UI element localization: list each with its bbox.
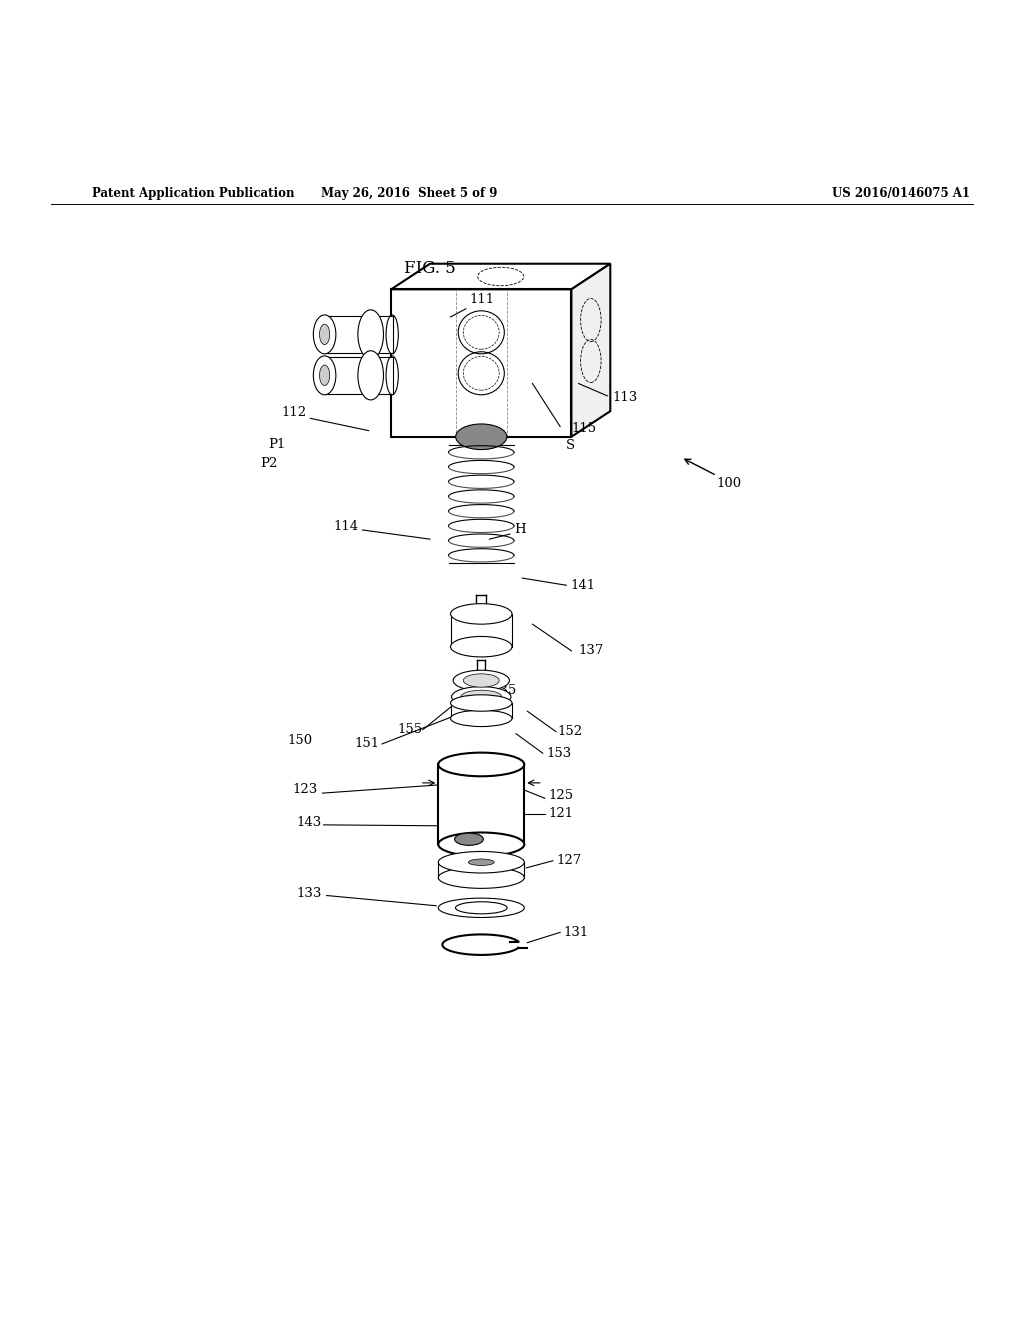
Ellipse shape	[438, 752, 524, 776]
Text: US 2016/0146075 A1: US 2016/0146075 A1	[833, 186, 970, 199]
Text: P2: P2	[261, 457, 278, 470]
Text: 151: 151	[354, 738, 379, 751]
Text: 131: 131	[564, 925, 589, 939]
Text: H: H	[514, 524, 526, 536]
Text: 152: 152	[558, 725, 583, 738]
Polygon shape	[325, 356, 393, 393]
Ellipse shape	[438, 851, 524, 873]
Ellipse shape	[451, 603, 512, 624]
Ellipse shape	[455, 833, 483, 845]
Ellipse shape	[438, 898, 524, 917]
Ellipse shape	[456, 424, 507, 450]
Ellipse shape	[313, 315, 336, 354]
Text: P1: P1	[268, 438, 285, 451]
Ellipse shape	[453, 671, 510, 690]
Polygon shape	[391, 264, 610, 289]
Text: 141: 141	[570, 578, 595, 591]
Text: 113: 113	[612, 391, 637, 404]
Polygon shape	[438, 862, 524, 878]
Ellipse shape	[452, 686, 511, 708]
Text: 155: 155	[397, 723, 422, 737]
Ellipse shape	[319, 325, 330, 345]
Text: 133: 133	[297, 887, 322, 900]
Text: 150: 150	[288, 734, 312, 747]
Text: Patent Application Publication: Patent Application Publication	[92, 186, 295, 199]
Ellipse shape	[358, 351, 383, 400]
Ellipse shape	[463, 673, 500, 688]
Text: 125: 125	[549, 788, 573, 801]
Text: FIG. 5: FIG. 5	[404, 260, 456, 277]
Polygon shape	[451, 614, 512, 647]
Ellipse shape	[438, 833, 524, 857]
Ellipse shape	[451, 710, 512, 726]
Ellipse shape	[456, 902, 507, 913]
Text: 153: 153	[547, 747, 571, 760]
Text: 115: 115	[571, 422, 596, 436]
Polygon shape	[571, 264, 610, 437]
Ellipse shape	[451, 636, 512, 657]
Polygon shape	[438, 764, 524, 845]
Ellipse shape	[358, 310, 383, 359]
Polygon shape	[325, 315, 393, 352]
Ellipse shape	[451, 694, 512, 711]
Text: 100: 100	[717, 478, 741, 490]
Polygon shape	[451, 704, 512, 718]
Ellipse shape	[313, 356, 336, 395]
Text: 114: 114	[334, 520, 358, 533]
Text: 123: 123	[293, 783, 317, 796]
Text: 112: 112	[282, 405, 306, 418]
Text: 111: 111	[470, 293, 495, 306]
Ellipse shape	[461, 690, 502, 704]
Ellipse shape	[319, 366, 330, 385]
Text: 121: 121	[549, 807, 573, 820]
Ellipse shape	[468, 859, 495, 866]
Text: 143: 143	[297, 816, 322, 829]
Text: 137: 137	[579, 644, 603, 657]
Text: May 26, 2016  Sheet 5 of 9: May 26, 2016 Sheet 5 of 9	[322, 186, 498, 199]
Text: 127: 127	[557, 854, 582, 867]
Text: 135: 135	[492, 684, 516, 697]
Text: S: S	[566, 440, 574, 453]
Ellipse shape	[438, 867, 524, 888]
